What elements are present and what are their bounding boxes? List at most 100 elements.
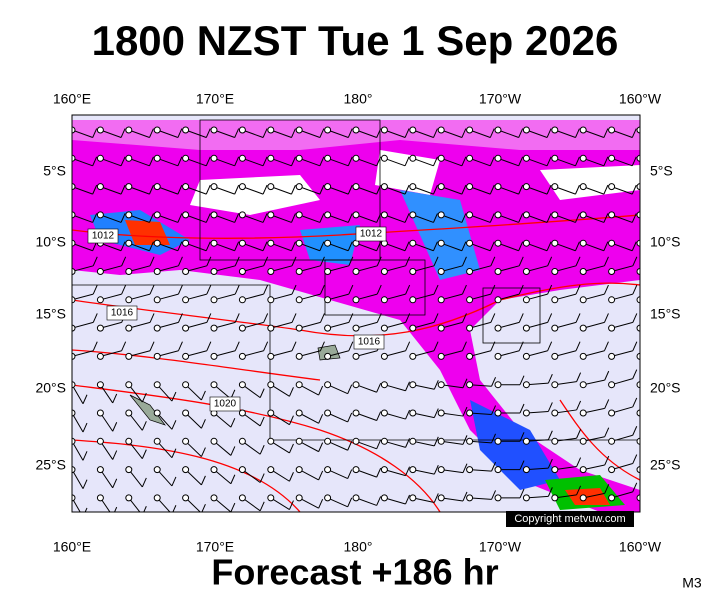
barb-shaft — [128, 214, 150, 223]
barb-flag — [347, 156, 353, 167]
barb-shaft — [469, 350, 491, 357]
barb-station — [551, 239, 559, 247]
barb-station — [466, 126, 474, 134]
barb-flag — [491, 461, 497, 472]
barb-shaft — [469, 265, 491, 272]
barb-flag — [319, 156, 325, 167]
barb-flag — [263, 313, 269, 323]
barb-flag — [149, 241, 154, 251]
barb-shaft — [270, 384, 290, 397]
barb-shaft — [128, 469, 143, 488]
barb-station — [352, 352, 360, 360]
barb-shaft — [355, 350, 378, 357]
barb-station — [380, 296, 388, 304]
barb-station — [267, 437, 275, 445]
lon-label: 170°E — [196, 539, 234, 555]
barb-flag — [141, 449, 147, 459]
barb-shaft — [213, 214, 235, 223]
barb-flag — [149, 256, 155, 267]
barb-station — [182, 324, 190, 332]
barb-station — [324, 239, 332, 247]
barb-station — [238, 437, 246, 445]
barb-station — [409, 211, 417, 219]
barb-flag — [461, 284, 467, 295]
barb-station — [522, 268, 530, 275]
barb-flag — [376, 496, 382, 506]
barb-shaft — [157, 242, 179, 252]
barb-flag — [576, 429, 582, 439]
title: 1800 NZST Tue 1 Sep 2026 — [92, 17, 619, 64]
barb-shaft — [185, 440, 202, 457]
barb-station — [153, 296, 161, 304]
barb-station — [409, 296, 417, 304]
barb-shaft — [384, 350, 406, 357]
barb-flag — [234, 313, 240, 323]
barb-shaft — [583, 407, 605, 414]
barb-shaft — [327, 321, 349, 329]
barb-station — [153, 494, 161, 502]
barb-shaft — [611, 463, 633, 471]
barb-flag — [547, 402, 553, 412]
barb-shaft — [213, 157, 235, 167]
barb-station — [551, 352, 559, 360]
barb-shaft — [554, 186, 576, 195]
barb-flag — [489, 184, 495, 195]
barb-flag — [433, 341, 439, 351]
barb-shaft — [100, 350, 122, 357]
barb-flag — [632, 369, 638, 379]
barb-station — [494, 183, 502, 191]
barb-shaft — [384, 242, 406, 252]
barb-shaft — [497, 350, 520, 357]
barb-station — [494, 239, 502, 247]
barb-station — [324, 126, 332, 134]
barb-station — [267, 324, 275, 332]
barb-flag — [112, 450, 118, 460]
barb-flag — [433, 241, 438, 251]
barb-shaft — [327, 214, 349, 223]
barb-shaft — [412, 412, 435, 419]
barb-flag — [632, 256, 638, 267]
barb-flag — [576, 457, 582, 467]
barb-station — [210, 352, 218, 360]
barb-shaft — [128, 157, 150, 167]
barb-flag — [518, 156, 524, 167]
barb-station — [72, 352, 76, 360]
barb-flag — [433, 436, 439, 447]
barb-flag — [82, 394, 88, 404]
barb-station — [125, 239, 133, 247]
barb-shaft — [526, 214, 548, 223]
barb-shaft — [469, 321, 491, 329]
barb-station — [324, 381, 332, 389]
barb-flag — [234, 213, 240, 223]
barb-station — [210, 381, 218, 389]
barb-shaft — [72, 350, 94, 357]
barb-shaft — [583, 492, 605, 499]
barb-flag — [547, 430, 553, 440]
barb-shaft — [327, 293, 349, 301]
barb-flag — [405, 409, 411, 420]
barb-flag — [490, 284, 496, 295]
lon-label: 170°W — [479, 539, 522, 555]
barb-station — [352, 324, 360, 332]
barb-shaft — [583, 350, 605, 357]
barb-shaft — [526, 467, 549, 471]
barb-shaft — [611, 214, 633, 223]
barb-shaft — [270, 412, 290, 426]
barb-shaft — [299, 321, 321, 329]
barb-station — [96, 466, 104, 474]
barb-station — [352, 268, 360, 275]
barb-flag — [234, 241, 240, 251]
barb-shaft — [270, 265, 293, 272]
barb-flag — [433, 128, 438, 138]
barb-station — [579, 381, 587, 389]
barb-station — [210, 466, 218, 474]
barb-shaft — [554, 381, 577, 386]
barb-flag — [489, 213, 495, 223]
barb-shaft — [185, 186, 207, 195]
barb-station — [551, 494, 559, 502]
barb-station — [409, 154, 417, 162]
barb-shaft — [327, 440, 348, 451]
barb-shaft — [526, 382, 549, 386]
barb-station — [72, 409, 76, 417]
barb-shaft — [185, 384, 202, 401]
